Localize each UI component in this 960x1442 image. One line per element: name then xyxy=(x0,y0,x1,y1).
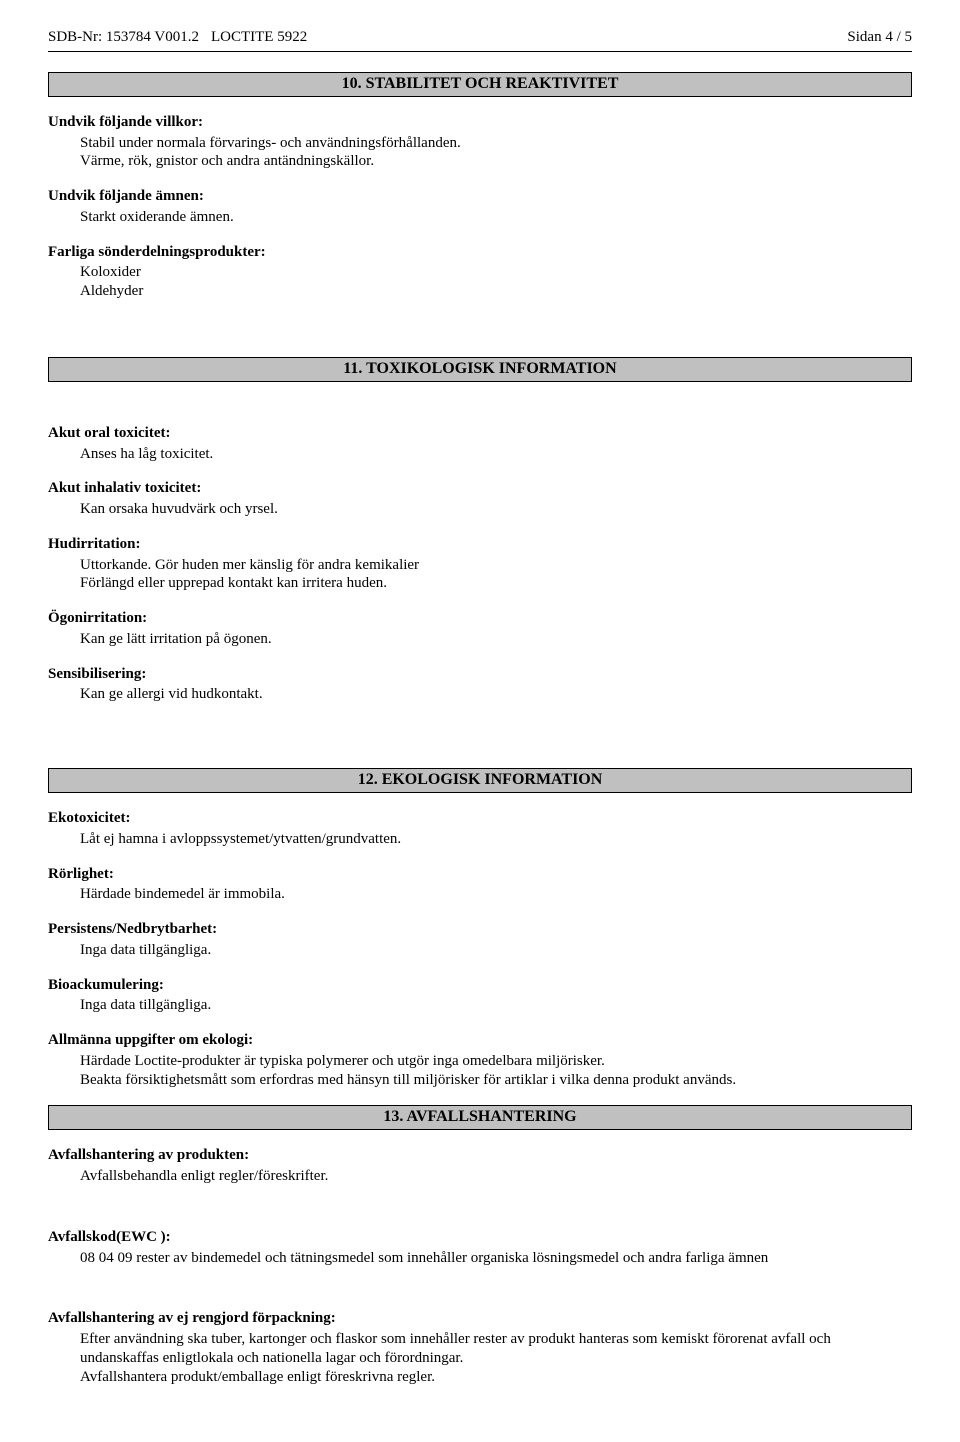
eye-text: Kan ge lätt irritation på ögonen. xyxy=(48,630,912,649)
eco-label: Ekotoxicitet: xyxy=(48,809,912,828)
oral-text: Anses ha låg toxicitet. xyxy=(48,445,912,464)
prod-label: Avfallshantering av produkten: xyxy=(48,1146,912,1165)
block-conditions: Undvik följande villkor: Stabil under no… xyxy=(48,113,912,171)
decomp-text: KoloxiderAldehyder xyxy=(48,263,912,301)
header-left: SDB-Nr: 153784 V001.2 LOCTITE 5922 xyxy=(48,28,307,47)
header-rule xyxy=(48,51,912,52)
mob-label: Rörlighet: xyxy=(48,865,912,884)
block-eco: Ekotoxicitet: Låt ej hamna i avloppssyst… xyxy=(48,809,912,849)
block-materials: Undvik följande ämnen: Starkt oxiderande… xyxy=(48,187,912,227)
product-name: LOCTITE 5922 xyxy=(211,28,307,47)
block-skin: Hudirritation: Uttorkande. Gör huden mer… xyxy=(48,535,912,593)
bio-label: Bioackumulering: xyxy=(48,976,912,995)
mob-text: Härdade bindemedel är immobila. xyxy=(48,885,912,904)
inhal-text: Kan orsaka huvudvärk och yrsel. xyxy=(48,500,912,519)
sdb-number: SDB-Nr: 153784 V001.2 xyxy=(48,28,199,47)
pers-label: Persistens/Nedbrytbarhet: xyxy=(48,920,912,939)
block-ewc: Avfallskod(EWC ): 08 04 09 rester av bin… xyxy=(48,1228,912,1268)
block-oral: Akut oral toxicitet: Anses ha låg toxici… xyxy=(48,424,912,464)
conditions-label: Undvik följande villkor: xyxy=(48,113,912,132)
block-inhal: Akut inhalativ toxicitet: Kan orsaka huv… xyxy=(48,479,912,519)
block-pers: Persistens/Nedbrytbarhet: Inga data till… xyxy=(48,920,912,960)
pack-text: Efter användning ska tuber, kartonger oc… xyxy=(48,1330,912,1386)
eye-label: Ögonirritation: xyxy=(48,609,912,628)
block-gen: Allmänna uppgifter om ekologi: Härdade L… xyxy=(48,1031,912,1089)
prod-text: Avfallsbehandla enligt regler/föreskrift… xyxy=(48,1167,912,1186)
ewc-label: Avfallskod(EWC ): xyxy=(48,1228,912,1247)
block-pack: Avfallshantering av ej rengjord förpackn… xyxy=(48,1309,912,1386)
block-eye: Ögonirritation: Kan ge lätt irritation p… xyxy=(48,609,912,649)
pack-label: Avfallshantering av ej rengjord förpackn… xyxy=(48,1309,912,1328)
eco-text: Låt ej hamna i avloppssystemet/ytvatten/… xyxy=(48,830,912,849)
ewc-text: 08 04 09 rester av bindemedel och tätnin… xyxy=(48,1249,912,1268)
block-mob: Rörlighet: Härdade bindemedel är immobil… xyxy=(48,865,912,905)
section-12-title: 12. EKOLOGISK INFORMATION xyxy=(48,768,912,793)
sens-text: Kan ge allergi vid hudkontakt. xyxy=(48,685,912,704)
pers-text: Inga data tillgängliga. xyxy=(48,941,912,960)
page-number: Sidan 4 / 5 xyxy=(847,28,912,47)
conditions-text: Stabil under normala förvarings- och anv… xyxy=(48,134,912,172)
materials-label: Undvik följande ämnen: xyxy=(48,187,912,206)
decomp-label: Farliga sönderdelningsprodukter: xyxy=(48,243,912,262)
skin-text: Uttorkande. Gör huden mer känslig för an… xyxy=(48,556,912,594)
materials-text: Starkt oxiderande ämnen. xyxy=(48,208,912,227)
section-11-title: 11. TOXIKOLOGISK INFORMATION xyxy=(48,357,912,382)
page-header: SDB-Nr: 153784 V001.2 LOCTITE 5922 Sidan… xyxy=(48,28,912,47)
section-13-title: 13. AVFALLSHANTERING xyxy=(48,1105,912,1130)
section-10-title: 10. STABILITET OCH REAKTIVITET xyxy=(48,72,912,97)
oral-label: Akut oral toxicitet: xyxy=(48,424,912,443)
block-sens: Sensibilisering: Kan ge allergi vid hudk… xyxy=(48,665,912,705)
gen-text: Härdade Loctite-produkter är typiska pol… xyxy=(48,1052,912,1090)
bio-text: Inga data tillgängliga. xyxy=(48,996,912,1015)
block-decomp: Farliga sönderdelningsprodukter: Koloxid… xyxy=(48,243,912,301)
block-prod: Avfallshantering av produkten: Avfallsbe… xyxy=(48,1146,912,1186)
skin-label: Hudirritation: xyxy=(48,535,912,554)
inhal-label: Akut inhalativ toxicitet: xyxy=(48,479,912,498)
gen-label: Allmänna uppgifter om ekologi: xyxy=(48,1031,912,1050)
sens-label: Sensibilisering: xyxy=(48,665,912,684)
block-bio: Bioackumulering: Inga data tillgängliga. xyxy=(48,976,912,1016)
